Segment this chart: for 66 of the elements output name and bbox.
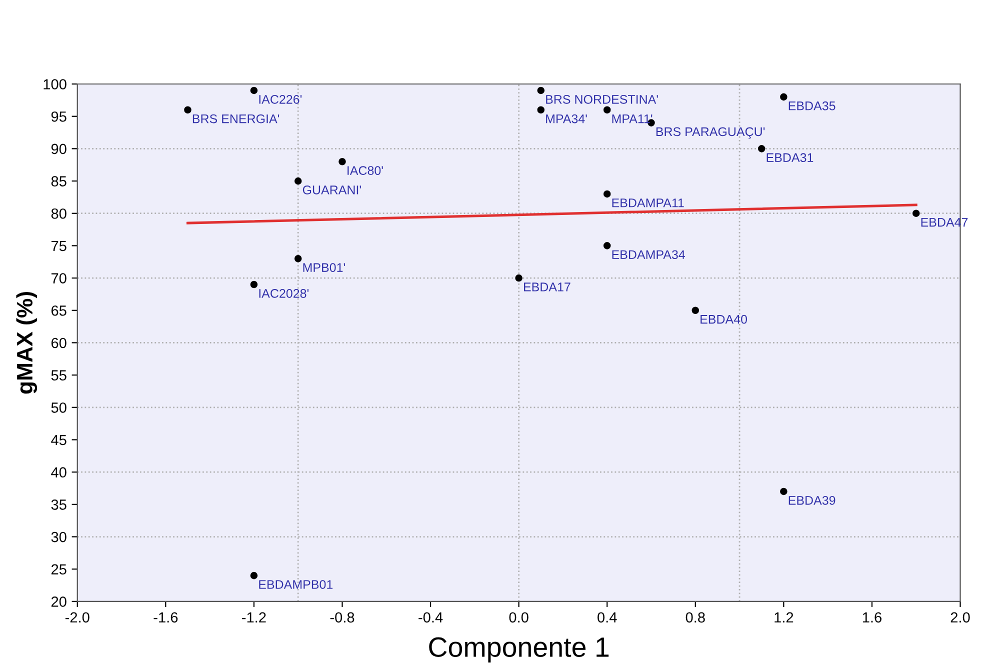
point xyxy=(692,306,700,314)
x-tick-label: 1.6 xyxy=(862,612,882,623)
annotation: GUARANI' xyxy=(302,186,361,194)
point xyxy=(780,488,788,496)
y-tick-label: 20 xyxy=(51,596,66,607)
annotation: IAC80' xyxy=(348,166,383,175)
y-tick-label: 50 xyxy=(51,402,66,413)
y-tick-label: 90 xyxy=(51,144,66,154)
annotation: EBDA40 xyxy=(700,314,748,324)
x-tick-label: 1.2 xyxy=(774,612,794,622)
x-tick-label: -0.8 xyxy=(330,612,354,623)
point xyxy=(294,177,302,185)
x-tick-label: -1.6 xyxy=(154,612,178,623)
y-tick-label: 100 xyxy=(44,79,66,90)
annotation: EBDAMPA11 xyxy=(612,198,684,208)
x-tick-label: 0.8 xyxy=(686,612,705,623)
y-tick-label: 65 xyxy=(51,305,66,316)
annotation: BRS PARAGUAÇU' xyxy=(656,127,765,139)
annotation: MPA11' xyxy=(612,114,652,124)
y-tick-label: 80 xyxy=(51,208,66,219)
y-tick-label: 95 xyxy=(51,111,66,122)
y-tick-label: 35 xyxy=(51,500,66,510)
y-tick-label: 55 xyxy=(51,370,66,380)
y-tick-label: 60 xyxy=(51,338,66,348)
y-axis-title: gMAX (%) xyxy=(16,292,38,394)
point xyxy=(780,93,788,101)
x-tick-label: -2.0 xyxy=(65,612,90,623)
annotation: EBDAMPA34 xyxy=(612,250,686,260)
point xyxy=(250,86,258,94)
annotation: MPA34' xyxy=(546,114,587,124)
y-tick-label: 45 xyxy=(51,434,66,446)
annotation: EBDA31 xyxy=(766,153,814,162)
y-tick-label: 75 xyxy=(51,240,66,252)
y-tick-label: 85 xyxy=(51,176,66,186)
point xyxy=(603,190,611,198)
x-tick-label: -0.4 xyxy=(418,612,443,623)
point xyxy=(758,145,766,152)
y-tick-label: 40 xyxy=(51,467,66,478)
point xyxy=(603,242,611,250)
point xyxy=(515,274,522,282)
x-tick-label: -1.2 xyxy=(242,612,266,622)
x-tick-label: 0.0 xyxy=(509,612,528,623)
annotation: EBDAMPB01 xyxy=(259,580,333,589)
x-tick-label: 0.4 xyxy=(598,612,617,623)
annotation: IAC2028' xyxy=(259,289,309,298)
x-axis-title: Componente 1 xyxy=(429,637,609,662)
x-tick-label: 2.0 xyxy=(950,612,970,623)
y-tick-label: 25 xyxy=(51,564,66,575)
point xyxy=(250,280,258,288)
annotation: BRS ENERGIA' xyxy=(192,114,280,124)
annotation: MPB01' xyxy=(303,263,346,272)
point xyxy=(537,106,545,114)
annotation: EBDA17 xyxy=(524,282,570,292)
annotation: IAC226' xyxy=(259,94,302,104)
point xyxy=(294,254,302,262)
annotation: BRS NORDESTINA' xyxy=(546,94,658,104)
y-tick-label: 70 xyxy=(51,273,66,284)
point xyxy=(537,86,545,94)
point xyxy=(338,158,346,166)
annotation: EBDA39 xyxy=(788,496,836,505)
point xyxy=(250,572,258,580)
annotation: EBDA35 xyxy=(788,101,836,110)
y-tick-label: 30 xyxy=(51,532,66,542)
point xyxy=(603,106,611,114)
point xyxy=(912,210,920,217)
point xyxy=(184,106,192,114)
